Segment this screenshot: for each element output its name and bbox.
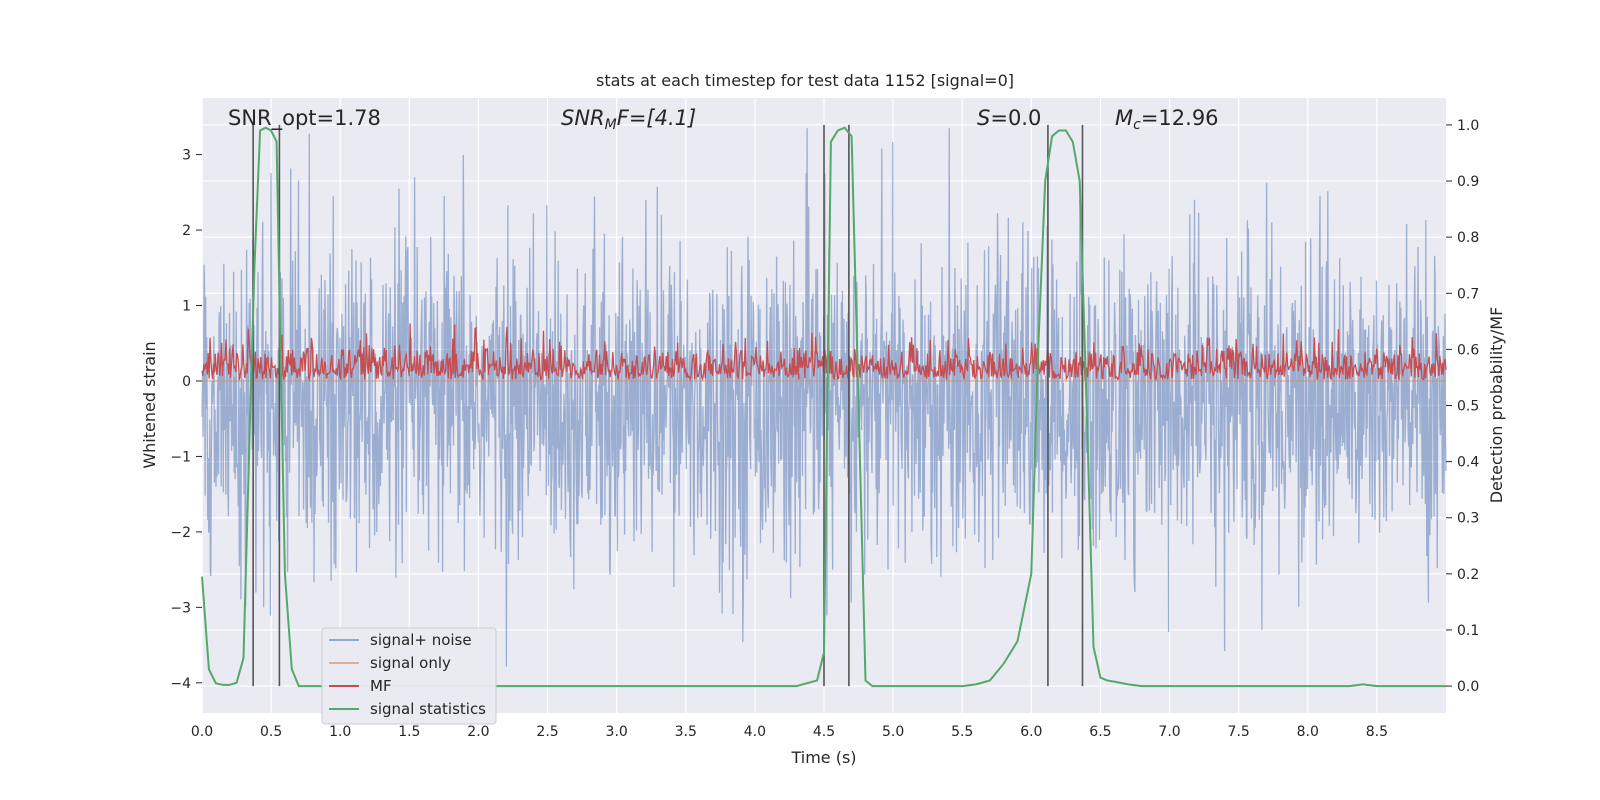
y2-tick-label: 0.1 [1457, 623, 1479, 639]
y2-axis-ticks: 1.0 0.9 0.8 0.7 0.6 0.5 0.4 0.3 0.2 0.1 0.0 [1446, 118, 1479, 695]
y-tick-label: 3 [182, 148, 191, 164]
y2-tick-label: 1.0 [1457, 118, 1479, 134]
x-tick-label: 8.0 [1297, 724, 1319, 740]
annotation-s-symbol: S [977, 106, 990, 130]
x-tick-label: 1.0 [329, 724, 351, 740]
x-tick-label: 3.5 [675, 724, 697, 740]
x-tick-label: 2.0 [467, 724, 489, 740]
series-signal-statistics [201, 126, 1446, 688]
annotation-mc-subscript: c [1133, 117, 1141, 133]
series-line-signal-statistics [201, 126, 1446, 688]
y-tick-label: −4 [170, 676, 191, 692]
chart-title: stats at each timestep for test data 115… [596, 71, 1014, 90]
y-tick-label: 2 [182, 223, 191, 239]
x-tick-label: 6.5 [1089, 724, 1111, 740]
x-tick-label: 4.0 [744, 724, 766, 740]
y2-tick-label: 0.3 [1457, 511, 1479, 527]
annotation-snr-opt: SNR_opt=1.78 [228, 106, 381, 131]
x-tick-label: 5.5 [951, 724, 973, 740]
legend: signal+ noise signal only MF signal stat… [321, 627, 497, 725]
y-tick-label: −1 [170, 449, 191, 465]
y-tick-label: −3 [170, 600, 191, 616]
annotation-snr-mf-value: F=[4.1] [617, 106, 696, 130]
x-tick-label: 7.0 [1158, 724, 1180, 740]
y2-tick-label: 0.4 [1457, 455, 1479, 471]
x-tick-label: 0.5 [260, 724, 282, 740]
y2-tick-label: 0.5 [1457, 399, 1479, 415]
x-axis-title: Time (s) [790, 748, 856, 767]
y-tick-label: 0 [182, 374, 191, 390]
annotation-s: S=0.0 [977, 106, 1041, 130]
annotation-mc-symbol: M [1115, 106, 1133, 130]
y-axis-ticks: 3 2 1 0 −1 −2 −3 −4 [170, 148, 202, 692]
x-tick-label: 1.5 [398, 724, 420, 740]
annotation-snr-mf-subscript: M [605, 117, 617, 133]
y-tick-label: 1 [182, 299, 191, 315]
annotation-mc: Mc=12.96 [1115, 106, 1219, 133]
y2-tick-label: 0.2 [1457, 567, 1479, 583]
legend-label-signal-only: signal only [370, 654, 451, 672]
x-tick-label: 2.5 [536, 724, 558, 740]
y-axis-title: Whitened strain [140, 341, 159, 468]
y2-tick-label: 0.0 [1457, 679, 1479, 695]
annotation-mc-value: =12.96 [1141, 106, 1219, 130]
legend-box [321, 627, 497, 725]
y-tick-label: −2 [170, 525, 191, 541]
legend-label-mf: MF [370, 677, 392, 695]
y2-tick-label: 0.6 [1457, 342, 1479, 358]
x-tick-label: 0.0 [191, 724, 213, 740]
legend-label-signal-noise: signal+ noise [370, 631, 472, 649]
annotation-s-value: =0.0 [990, 106, 1041, 130]
legend-label-signal-statistics: signal statistics [370, 700, 486, 718]
y2-tick-label: 0.8 [1457, 230, 1479, 246]
y2-tick-label: 0.7 [1457, 286, 1479, 302]
annotation-snr-mf: SNRMF=[4.1] [561, 106, 696, 133]
x-tick-label: 3.0 [606, 724, 628, 740]
y2-tick-label: 0.9 [1457, 174, 1479, 190]
x-tick-label: 7.5 [1228, 724, 1250, 740]
x-tick-label: 5.0 [882, 724, 904, 740]
annotation-snr-mf-symbol: SNR [561, 106, 605, 130]
x-tick-label: 8.5 [1366, 724, 1388, 740]
y2-axis-title: Detection probability/MF [1487, 307, 1506, 504]
x-axis-ticks: 0.0 0.5 1.0 1.5 2.0 2.5 3.0 3.5 4.0 4.5 5.0 5.5 6.0 6… [191, 724, 1388, 740]
x-tick-label: 4.5 [813, 724, 835, 740]
x-tick-label: 6.0 [1020, 724, 1042, 740]
